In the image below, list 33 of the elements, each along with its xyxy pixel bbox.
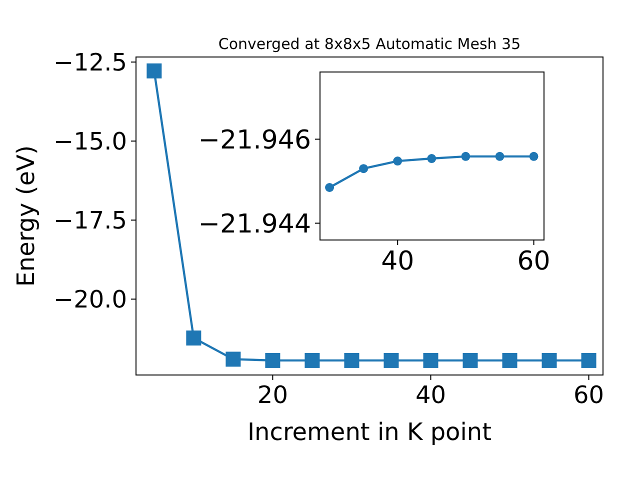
point	[393, 156, 402, 166]
point	[384, 352, 399, 368]
point	[359, 164, 368, 174]
x-tick-label: 60	[574, 380, 604, 409]
point	[146, 63, 162, 78]
point	[461, 152, 470, 161]
point	[581, 352, 596, 368]
y-tick-label: −21.946	[198, 125, 311, 156]
point	[502, 352, 518, 368]
chart-title: Converged at 8x8x5 Automatic Mesh 35	[218, 35, 521, 53]
x-tick-label: 60	[517, 246, 550, 277]
point	[529, 152, 538, 161]
y-tick-label: −17.5	[53, 206, 127, 235]
point	[304, 352, 320, 368]
y-tick-label: −15.0	[53, 127, 127, 156]
point	[325, 183, 334, 192]
y-tick-label: −20.0	[53, 286, 127, 314]
point	[423, 352, 438, 368]
x-tick-label: 40	[381, 246, 414, 277]
x-tick-label: 20	[257, 380, 288, 409]
point	[542, 352, 557, 368]
x-axis-title: Increment in K point	[247, 418, 492, 446]
point	[462, 352, 478, 368]
x-tick-label: 40	[415, 380, 446, 409]
point	[344, 352, 360, 368]
point	[226, 352, 241, 367]
y-axis-title: Energy (eV)	[12, 145, 40, 287]
point	[265, 352, 280, 368]
y-tick-label: −21.944	[198, 209, 311, 240]
point	[495, 152, 504, 161]
point	[427, 154, 436, 164]
y-tick-label: −12.5	[53, 48, 127, 76]
point	[186, 330, 202, 346]
